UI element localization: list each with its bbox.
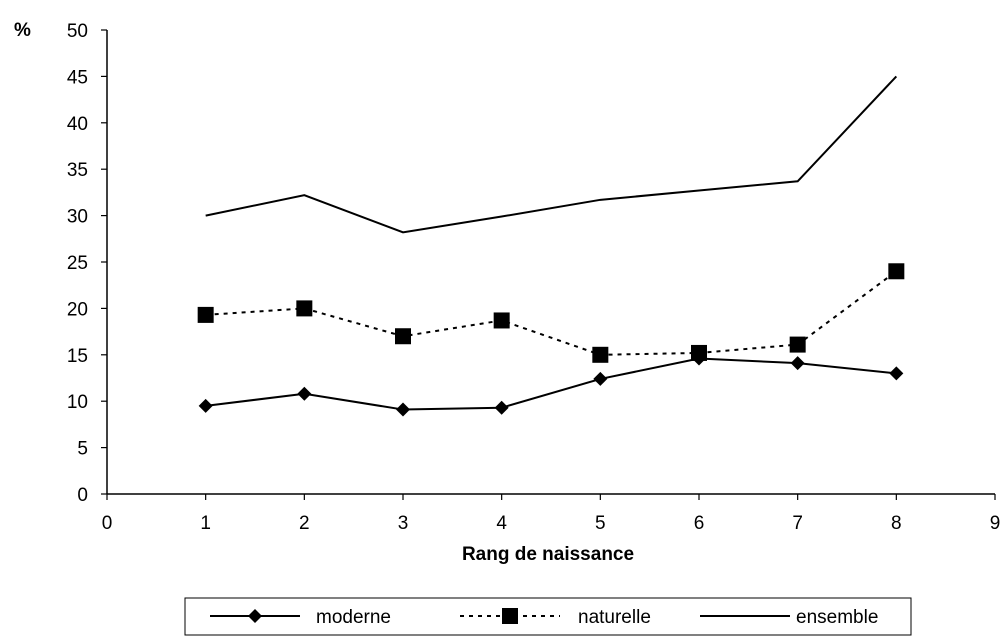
legend-frame <box>184 597 912 636</box>
data-point-moderne <box>297 386 312 401</box>
x-axis-title: Rang de naissance <box>462 544 634 565</box>
x-tick-label: 4 <box>496 513 507 534</box>
data-point-naturelle <box>789 336 806 353</box>
x-tick-label: 1 <box>200 513 211 534</box>
data-point-naturelle <box>493 312 510 329</box>
x-tick-label: 5 <box>595 513 606 534</box>
y-tick-label: 5 <box>77 439 88 460</box>
data-point-moderne <box>593 371 608 386</box>
x-tick-label: 0 <box>102 513 113 534</box>
data-point-moderne <box>790 356 805 371</box>
data-point-naturelle <box>888 263 905 280</box>
data-point-naturelle <box>592 346 609 363</box>
y-tick-label: 0 <box>77 485 88 506</box>
legend: moderne naturelle ensemble <box>184 597 912 636</box>
y-axis-unit-label: % <box>14 20 31 41</box>
legend-marker-moderne <box>248 609 262 623</box>
series-line-naturelle <box>205 270 897 356</box>
series-line-moderne <box>205 357 897 411</box>
data-point-moderne <box>889 366 904 381</box>
data-point-naturelle <box>395 328 411 345</box>
x-tick-label: 8 <box>891 513 902 534</box>
data-point-moderne <box>198 398 213 413</box>
y-tick-label: 40 <box>67 114 88 135</box>
data-point-naturelle <box>691 344 707 361</box>
y-tick-label: 25 <box>67 253 88 274</box>
data-point-naturelle <box>197 306 214 323</box>
legend-label-moderne: moderne <box>316 607 391 628</box>
x-tick-label: 6 <box>694 513 705 534</box>
legend-label-naturelle: naturelle <box>578 607 651 628</box>
series-line-ensemble <box>205 75 898 234</box>
y-tick-label: 45 <box>67 67 88 88</box>
y-tick-label: 15 <box>67 346 88 367</box>
x-tick-label: 3 <box>398 513 409 534</box>
y-tick-label: 10 <box>67 392 88 413</box>
x-tick-label: 9 <box>990 513 1000 534</box>
y-tick-label: 50 <box>67 21 88 42</box>
x-tick-label: 7 <box>792 513 803 534</box>
y-tick-label: 30 <box>67 207 88 228</box>
legend-label-ensemble: ensemble <box>796 607 878 628</box>
y-tick-label: 20 <box>67 299 88 320</box>
data-point-moderne <box>396 402 410 417</box>
data-point-moderne <box>494 400 509 415</box>
legend-marker-naturelle <box>502 608 518 624</box>
data-point-naturelle <box>296 300 313 317</box>
x-tick-label: 2 <box>299 513 310 534</box>
y-tick-label: 35 <box>67 160 88 181</box>
